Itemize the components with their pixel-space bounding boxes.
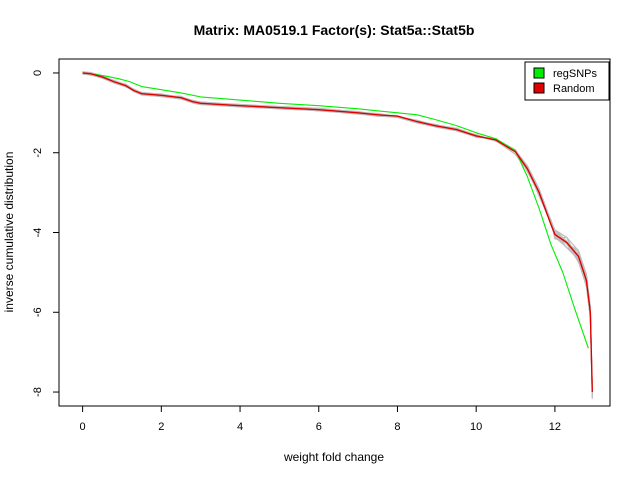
y-axis-tick-label: -8 xyxy=(32,387,44,397)
series-line-regsnps xyxy=(82,72,589,349)
series-layer xyxy=(82,72,593,393)
series-line-random xyxy=(82,72,593,393)
y-axis-tick-label: -4 xyxy=(32,228,44,238)
random-trial-line xyxy=(82,72,593,386)
x-axis-tick-label: 4 xyxy=(237,421,243,433)
x-axis-tick-label: 10 xyxy=(470,421,482,433)
x-axis-tick-label: 0 xyxy=(80,421,86,433)
legend-label-regsnps: regSNPs xyxy=(553,68,598,80)
legend-swatch-random xyxy=(533,82,545,94)
x-axis-tick-label: 8 xyxy=(394,421,400,433)
legend-label-random: Random xyxy=(553,83,595,95)
y-axis-tick-label: -2 xyxy=(32,148,44,158)
legend-swatch-regsnps xyxy=(533,67,545,79)
x-axis: 0 2 4 6 8 10 12 xyxy=(80,405,561,433)
x-axis-tick-label: 2 xyxy=(158,421,164,433)
y-axis-tick-label: -6 xyxy=(32,307,44,317)
legend: regSNPs Random xyxy=(524,61,610,101)
y-axis-tick-label: 0 xyxy=(32,70,44,76)
y-axis: 0 -2 -4 -6 -8 xyxy=(32,70,60,397)
x-axis-tick-label: 12 xyxy=(549,421,561,433)
y-axis-title: inverse cumulative distribution xyxy=(2,152,16,313)
x-axis-tick-label: 6 xyxy=(316,421,322,433)
chart-title: Matrix: MA0519.1 Factor(s): Stat5a::Stat… xyxy=(194,22,475,38)
x-axis-title: weight fold change xyxy=(283,450,384,464)
